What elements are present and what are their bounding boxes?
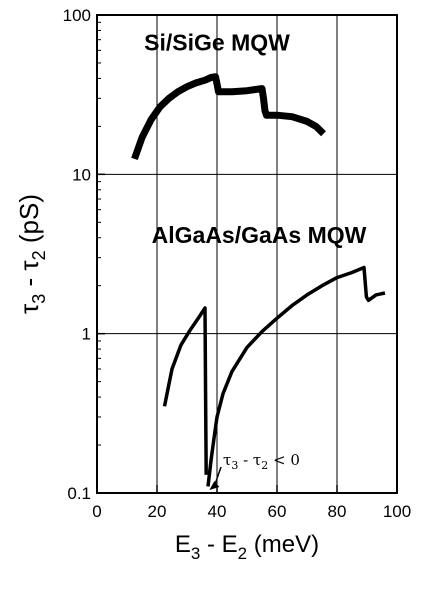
series-line-algaas-gaas [162,306,208,475]
plot-frame [96,14,398,494]
annotation-si-sige: Si/SiGe MQW [144,29,290,55]
annotations: Si/SiGe MQW AlGaAs/GaAs MQW τ3 - τ2 < 0 [144,29,367,490]
x-tick-label: 100 [383,502,411,521]
annotation-arrowhead [209,481,220,490]
y-tick-label: 100 [63,6,91,25]
x-axis-title: E3 - E2 (meV) [175,531,319,563]
x-tick-label: 0 [92,502,101,521]
series-layer [131,73,386,487]
x-tick-label: 20 [148,502,167,521]
series-line-si-sige [131,73,326,161]
y-tick-label: 0.1 [67,484,91,503]
annotation-algaas-gaas: AlGaAs/GaAs MQW [152,222,367,248]
x-tick-label: 60 [268,502,287,521]
series-line-algaas-gaas [206,265,386,487]
y-axis-title: τ3 - τ2 (pS) [14,194,49,314]
annotation-negative-difference: τ3 - τ2 < 0 [223,451,300,472]
grid [97,15,397,493]
ticks: 0 20 40 60 80 100 0.1 1 10 100 [63,6,412,521]
x-tick-label: 40 [208,502,227,521]
y-tick-label: 1 [82,325,91,344]
x-tick-label: 80 [328,502,347,521]
y-tick-label: 10 [72,165,91,184]
